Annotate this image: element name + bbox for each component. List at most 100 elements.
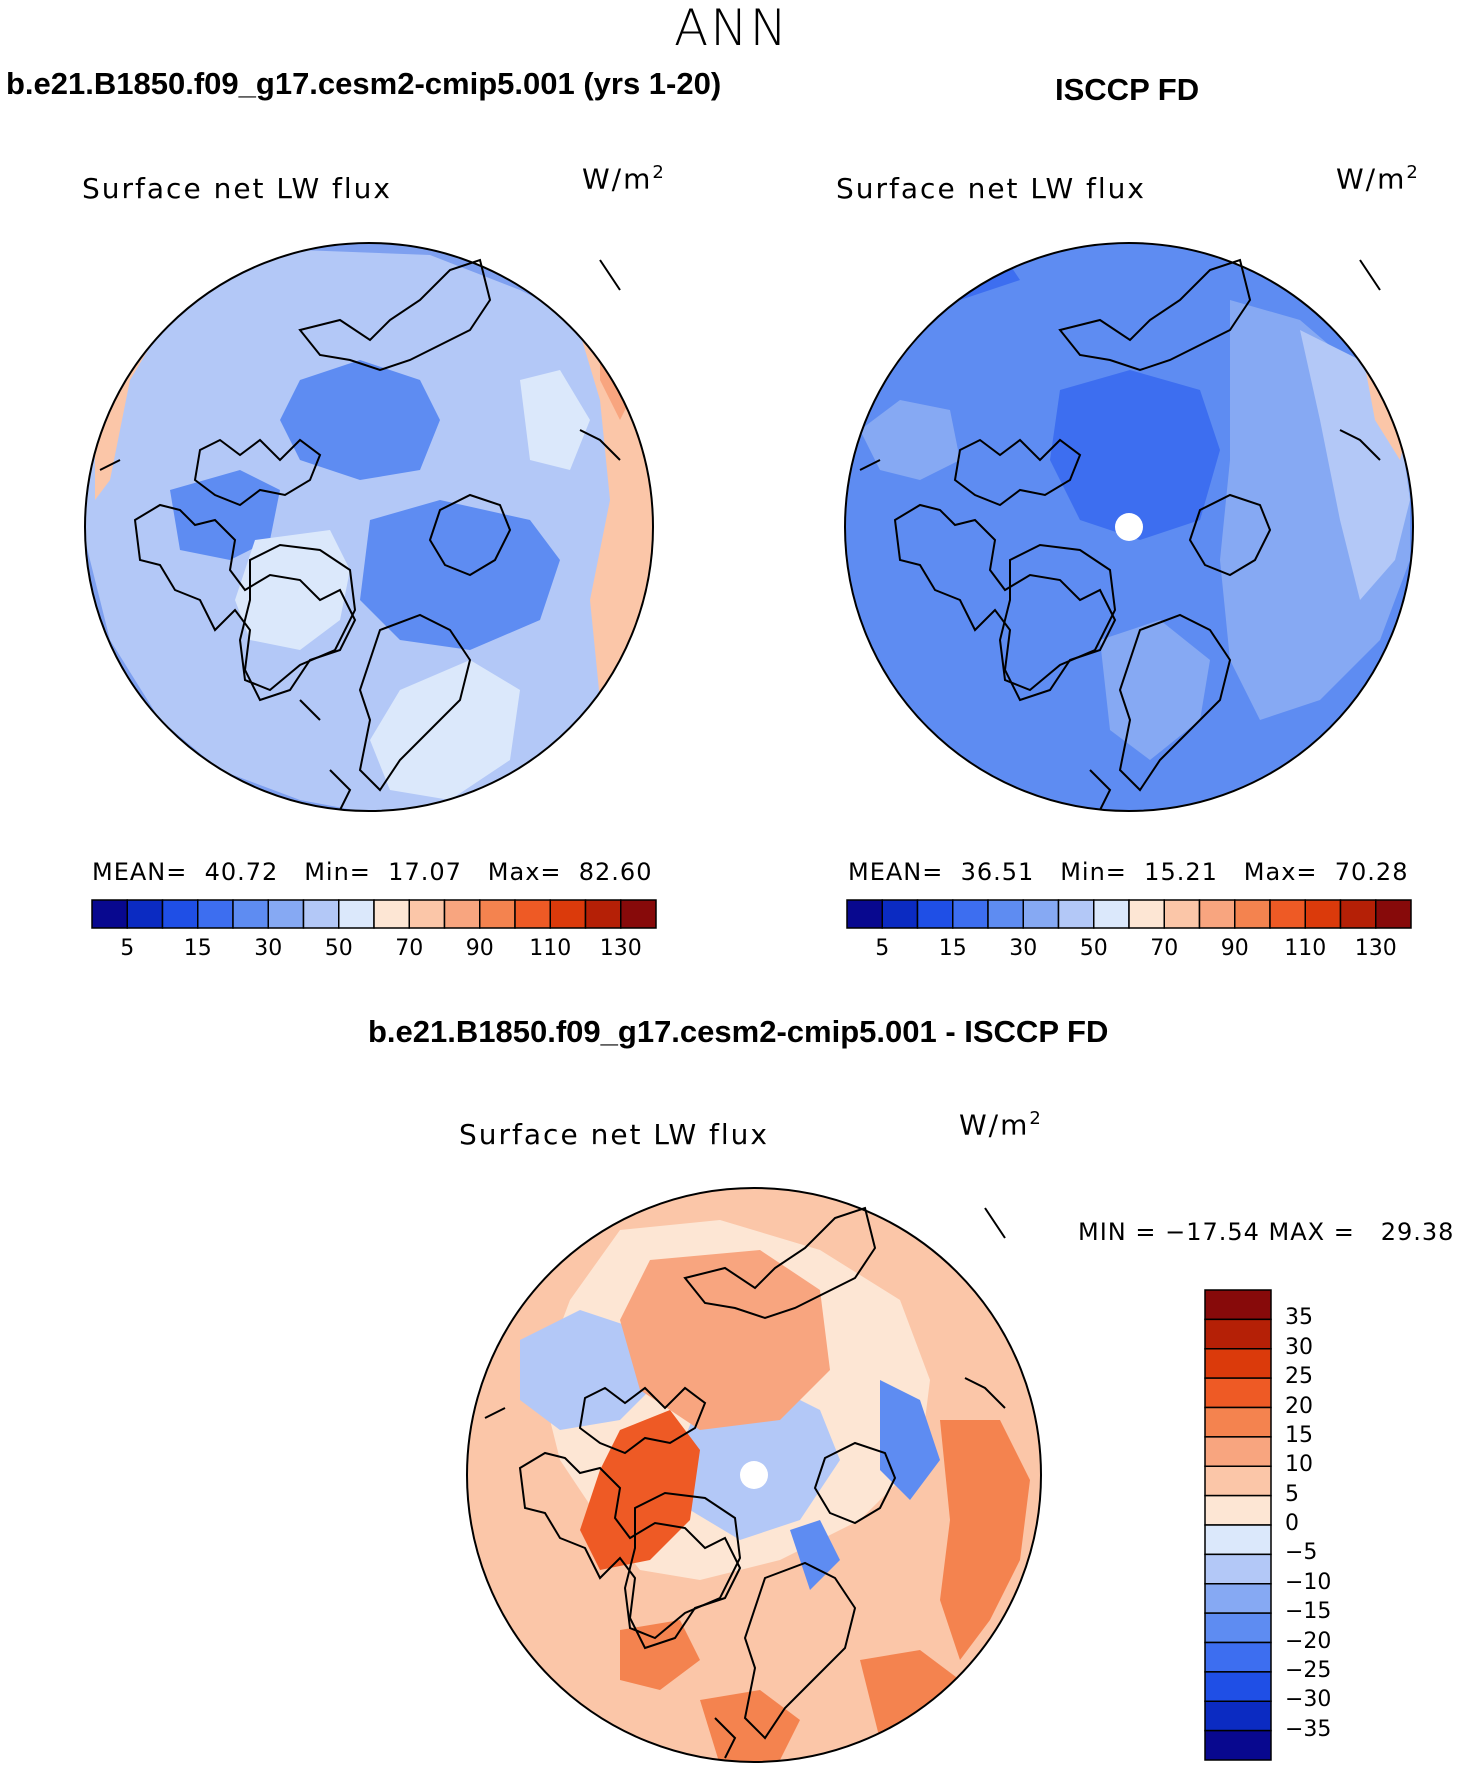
colorbar-swatch [267,899,305,929]
colorbar-swatch [1204,1612,1272,1644]
colorbar-tick-label: −10 [1285,1569,1332,1595]
colorbar-swatch [952,899,989,929]
colorbar-swatch [846,899,883,929]
colorbar-swatch [1093,899,1130,929]
panel-model-stats: MEAN= 40.72 Min= 17.07 Max= 82.60 [92,858,653,886]
colorbar-model [91,899,657,929]
colorbar-swatch [161,899,199,929]
colorbar-tick-label: 10 [1285,1452,1313,1478]
colorbar-tick-label: −20 [1285,1628,1332,1654]
map-diff [467,1188,1041,1762]
colorbar-swatch [1057,899,1095,929]
colorbar-swatch [197,899,234,929]
colorbar-tick-label: 30 [1285,1334,1313,1360]
colorbar-tick-label: −25 [1285,1657,1332,1683]
panel-diff-title: b.e21.B1850.f09_g17.cesm2-cmip5.001 - IS… [368,1014,1109,1049]
coastlines-diff [484,1206,1006,1759]
colorbar-tick-label: −30 [1285,1687,1332,1713]
colorbar-tick-label: 5 [875,936,890,961]
colorbar-swatch [338,899,375,929]
colorbar-tick-label: 70 [1150,936,1179,961]
colorbar-swatch [1204,1436,1272,1467]
colorbar-swatch [302,899,340,929]
colorbar-swatch [1204,1494,1272,1526]
colorbar-tick-label: 110 [1284,936,1327,961]
colorbar-swatch [1204,1289,1272,1321]
panel-diff-units: W/m2 [959,1108,1043,1142]
colorbar-swatch [1163,899,1201,929]
colorbar-swatch [1204,1348,1272,1379]
colorbar-swatch [620,899,657,929]
map-model [85,243,653,811]
colorbar-swatch [1204,1524,1272,1556]
panel-obs-units: W/m2 [1336,162,1420,196]
panel-diff-stats: MIN = −17.54 MAX = 29.38 [1078,1218,1455,1246]
colorbar-tick-label: 20 [1285,1393,1313,1419]
colorbar-obs [846,899,1412,929]
colorbar-swatch [1204,1671,1272,1702]
colorbar-swatch [1375,899,1412,929]
colorbar-swatch [479,899,516,929]
colorbar-swatch [514,899,551,929]
colorbar-swatch [408,899,446,929]
colorbar-swatch [1022,899,1060,929]
panel-obs-title: ISCCP FD [1055,72,1200,107]
colorbar-swatch [1304,899,1342,929]
colorbar-tick-label: 50 [1079,936,1108,961]
colorbar-swatch [126,899,164,929]
colorbar-swatch [1204,1377,1272,1409]
coastlines-obs [859,258,1381,811]
colorbar-tick-label: 0 [1285,1511,1299,1536]
colorbar-tick-label: 30 [254,936,283,961]
colorbar-swatch [584,899,622,929]
colorbar-tick-label: 15 [1285,1422,1313,1448]
panel-model-variable: Surface net LW flux [82,172,392,205]
colorbar-tick-label: −35 [1285,1716,1332,1742]
colorbar-tick-label: 15 [183,936,212,961]
colorbar-swatch [1269,899,1306,929]
colorbar-swatch [1234,899,1271,929]
coastlines-model [99,258,621,811]
colorbar-swatch [1204,1406,1272,1438]
colorbar-swatch [1204,1465,1272,1497]
colorbar-swatch [549,899,587,929]
panel-obs-stats: MEAN= 36.51 Min= 15.21 Max= 70.28 [848,858,1409,886]
colorbar-swatch [1204,1553,1272,1585]
colorbar-swatch [987,899,1024,929]
colorbar-diff [1204,1289,1272,1761]
colorbar-swatch [1204,1641,1272,1673]
colorbar-tick-label: 5 [120,936,135,961]
map-obs [845,243,1413,811]
colorbar-swatch [1128,899,1165,929]
colorbar-tick-label: 35 [1285,1305,1313,1331]
colorbar-swatch [1198,899,1236,929]
panel-model-title: b.e21.B1850.f09_g17.cesm2-cmip5.001 (yrs… [6,66,722,101]
colorbar-swatch [1339,899,1377,929]
colorbar-swatch [232,899,269,929]
colorbar-swatch [1204,1318,1272,1350]
colorbar-tick-label: 110 [529,936,572,961]
colorbar-tick-label: −5 [1285,1540,1318,1566]
colorbar-tick-label: −15 [1285,1599,1332,1625]
colorbar-swatch [373,899,410,929]
colorbar-swatch [1204,1700,1272,1732]
panel-obs-variable: Surface net LW flux [836,172,1146,205]
colorbar-swatch [916,899,954,929]
panel-diff-variable: Surface net LW flux [459,1118,769,1151]
colorbar-tick-label: 15 [938,936,967,961]
colorbar-tick-label: 30 [1009,936,1038,961]
colorbar-tick-label: 130 [1354,936,1397,961]
colorbar-swatch [443,899,481,929]
figure-title: ANN [673,0,789,57]
colorbar-tick-label: 90 [1220,936,1249,961]
panel-model-units: W/m2 [582,162,666,196]
colorbar-swatch [1204,1583,1272,1614]
colorbar-swatch [1204,1729,1272,1761]
colorbar-swatch [91,899,128,929]
colorbar-swatch [881,899,919,929]
colorbar-tick-label: 130 [599,936,642,961]
colorbar-tick-label: 5 [1285,1481,1299,1507]
colorbar-tick-label: 70 [395,936,424,961]
colorbar-tick-label: 90 [465,936,494,961]
